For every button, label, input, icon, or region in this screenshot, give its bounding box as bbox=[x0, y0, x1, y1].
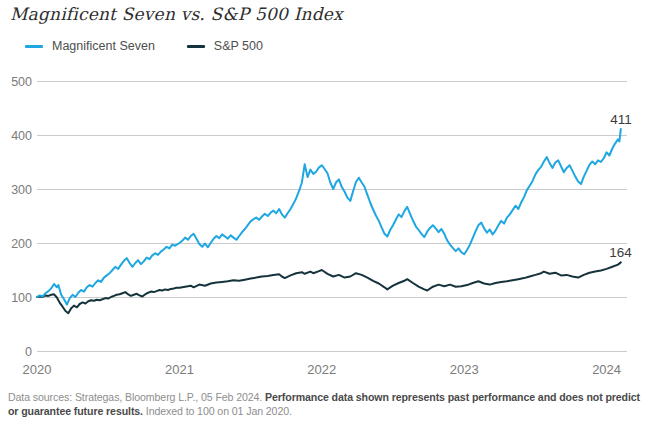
chart-title: Magnificent Seven vs. S&P 500 Index bbox=[10, 4, 343, 24]
legend-swatch-sp500-icon bbox=[187, 45, 205, 48]
footnote-sources: Data sources: Strategas, Bloomberg L.P.,… bbox=[8, 391, 265, 403]
end-label-s-p-500: 164 bbox=[609, 245, 632, 260]
y-tick-label-300: 300 bbox=[11, 183, 32, 197]
legend-label-sp500: S&P 500 bbox=[214, 39, 263, 53]
legend-item-sp500: S&P 500 bbox=[187, 39, 263, 53]
x-tick-label-2024: 2024 bbox=[592, 362, 621, 377]
y-tick-label-100: 100 bbox=[11, 291, 32, 305]
x-tick-label-2022: 2022 bbox=[307, 362, 336, 377]
footnote-index-base: Indexed to 100 on 01 Jan 2020. bbox=[143, 405, 292, 417]
legend-swatch-magnificent-seven-icon bbox=[25, 45, 43, 48]
line-chart: 0 100 200 300 400 500 2020 2021 2022 2023 2024 411 1… bbox=[0, 66, 650, 384]
figure-root: Magnificent Seven vs. S&P 500 Index Magn… bbox=[0, 0, 650, 424]
legend: Magnificent Seven S&P 500 bbox=[25, 39, 263, 53]
x-tick-label-2021: 2021 bbox=[165, 362, 194, 377]
footnote: Data sources: Strategas, Bloomberg L.P.,… bbox=[8, 391, 646, 418]
legend-label-magnificent-seven: Magnificent Seven bbox=[52, 39, 155, 53]
series-line-magnificent-seven bbox=[37, 129, 621, 305]
legend-item-magnificent-seven: Magnificent Seven bbox=[25, 39, 155, 53]
x-tick-label-2020: 2020 bbox=[23, 362, 52, 377]
y-tick-label-0: 0 bbox=[25, 345, 32, 359]
y-tick-label-400: 400 bbox=[11, 129, 32, 143]
y-tick-label-200: 200 bbox=[11, 237, 32, 251]
x-tick-label-2023: 2023 bbox=[450, 362, 479, 377]
end-label-magnificent-seven: 411 bbox=[610, 112, 632, 127]
series-line-s-p-500 bbox=[37, 262, 621, 313]
y-tick-label-500: 500 bbox=[11, 75, 32, 89]
